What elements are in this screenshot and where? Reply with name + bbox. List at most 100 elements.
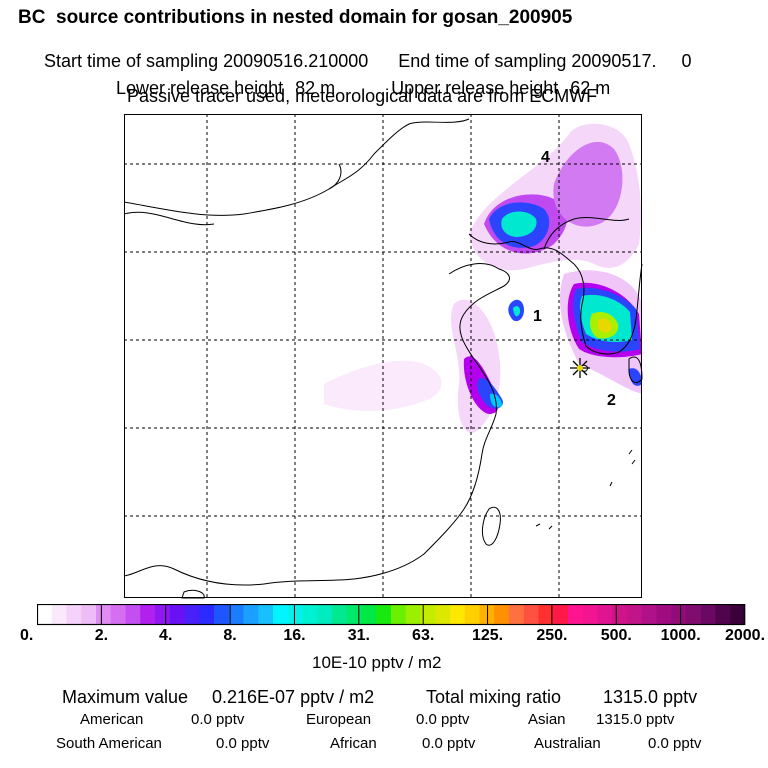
marker-label-4: 4 xyxy=(541,149,550,166)
color-scale-tick-label: 500. xyxy=(600,627,632,644)
color-scale-cell xyxy=(361,604,377,625)
region-value-african: 0.0 pptv xyxy=(422,735,476,752)
region-name-asian: Asian xyxy=(528,711,566,728)
plume-cyan-island xyxy=(513,306,521,317)
lower-height-value: 82 m xyxy=(295,78,336,98)
color-scale-cell xyxy=(243,604,259,625)
color-scale-tick-label: 125. xyxy=(471,627,504,644)
color-scale-tick-label: 16. xyxy=(283,627,306,644)
upper-height-value: 62 m xyxy=(570,78,611,98)
color-scale-cell xyxy=(420,604,436,625)
color-scale-cell xyxy=(391,604,407,625)
region-name-african: African xyxy=(330,735,377,752)
color-scale-cell xyxy=(96,604,112,625)
coastline-korea xyxy=(573,263,643,355)
color-scale-tick-label: 31. xyxy=(347,627,370,644)
color-scale-tick-label: 4. xyxy=(159,627,173,644)
color-scale-cell xyxy=(671,604,687,625)
taiwan-outline xyxy=(481,506,501,546)
color-scale-cell xyxy=(568,604,584,625)
plume-yellow-korea xyxy=(598,318,612,333)
region-value-south-american: 0.0 pptv xyxy=(216,735,270,752)
map-frame xyxy=(124,114,642,598)
color-scale-cell xyxy=(317,604,333,625)
color-scale-cell xyxy=(700,604,716,625)
ryukyu-outline xyxy=(535,449,636,530)
color-scale-cell xyxy=(125,604,141,625)
start-time-value: 20090516.210000 xyxy=(223,51,369,71)
color-scale-cell xyxy=(110,604,126,625)
upper-height-label: Upper release height xyxy=(391,78,559,98)
color-scale-cell xyxy=(66,604,82,625)
color-scale-cell xyxy=(199,604,215,625)
color-scale-cell xyxy=(597,604,613,625)
start-time-label: Start time of sampling xyxy=(44,51,219,71)
color-scale-tick-label: 8. xyxy=(223,627,237,644)
color-scale-cell xyxy=(37,604,53,625)
color-scale-cell xyxy=(686,604,702,625)
plot-title: BC source contributions in nested domain… xyxy=(18,7,573,28)
color-scale-cell xyxy=(228,604,244,625)
region-name-american: American xyxy=(80,711,144,728)
color-scale-cell xyxy=(494,604,510,625)
color-scale-cell xyxy=(81,604,97,625)
color-scale-tick-label: 2. xyxy=(94,627,109,644)
color-scale-cell xyxy=(376,604,392,625)
color-scale-cell xyxy=(287,604,303,625)
color-scale-unit: 10E-10 pptv / m2 xyxy=(312,653,442,672)
color-scale-bar xyxy=(37,604,746,626)
color-scale-tick-label: 2000. xyxy=(724,627,766,644)
border-line xyxy=(124,163,630,250)
color-scale-cell xyxy=(435,604,451,625)
color-scale-cell xyxy=(346,604,362,625)
color-scale-cell xyxy=(332,604,348,625)
color-scale-cell xyxy=(450,604,466,625)
color-scale-cell xyxy=(582,604,598,625)
color-scale-cell xyxy=(479,604,495,625)
color-scale-cell xyxy=(627,604,643,625)
tracer-note: Passive tracer used, meteorological data… xyxy=(127,86,598,106)
color-scale-cell xyxy=(140,604,156,625)
marker-label-2: 2 xyxy=(607,392,616,409)
marker-label-1: 1 xyxy=(533,308,542,325)
color-scale-cell xyxy=(464,604,480,625)
color-scale-cell xyxy=(51,604,67,625)
total-mixing-value: 1315.0 pptv xyxy=(603,687,698,707)
color-scale-tick-label: 0. xyxy=(20,627,34,644)
color-scale-cell xyxy=(656,604,672,625)
color-scale-tick-label: 63. xyxy=(412,627,435,644)
color-scale-cell xyxy=(641,604,657,625)
sampling-times: Start time of sampling 20090516.210000 En… xyxy=(34,34,691,70)
color-scale-cell xyxy=(523,604,539,625)
lower-height-label: Lower release height xyxy=(116,78,284,98)
maximum-value-label: Maximum value xyxy=(62,687,189,707)
receptor-star-marker xyxy=(570,358,590,378)
region-value-american: 0.0 pptv xyxy=(191,711,245,728)
region-name-australian: Australian xyxy=(534,735,601,752)
color-scale-cell xyxy=(730,604,746,625)
color-scale-cell xyxy=(169,604,185,625)
color-scale-cell xyxy=(273,604,289,625)
total-mixing-label: Total mixing ratio xyxy=(426,687,562,707)
end-time-label: End time of sampling xyxy=(398,51,567,71)
color-scale-frame xyxy=(37,604,746,626)
plume-cyan-north xyxy=(501,211,537,237)
end-time-value: 20090517. 0 xyxy=(571,51,692,71)
color-scale-cell xyxy=(155,604,171,625)
color-scale-cell xyxy=(184,604,200,625)
color-scale-tick-label: 1000. xyxy=(660,627,701,644)
color-scale-cell xyxy=(553,604,569,625)
lat-lon-grid xyxy=(124,114,642,598)
color-scale-cell xyxy=(715,604,731,625)
region-name-european: European xyxy=(306,711,372,728)
maximum-value: 0.216E-07 pptv / m2 xyxy=(212,687,375,707)
region-value-australian: 0.0 pptv xyxy=(648,735,702,752)
region-name-south-american: South American xyxy=(56,735,162,752)
color-scale-cell xyxy=(214,604,230,625)
region-value-asian: 1315.0 pptv xyxy=(596,711,675,728)
color-scale-cell xyxy=(302,604,318,625)
plume-mid-north2 xyxy=(553,141,623,227)
source-contribution-map: 4 1 2 xyxy=(124,114,643,599)
coastlines xyxy=(124,118,643,599)
plume-field xyxy=(324,123,642,433)
